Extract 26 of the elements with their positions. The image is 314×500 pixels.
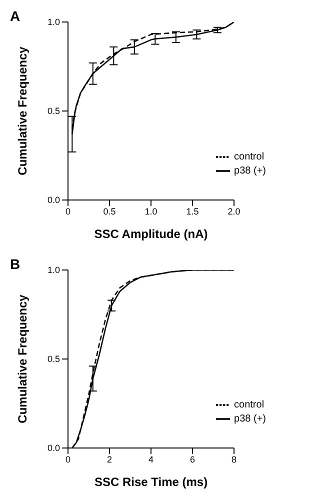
y-tick-label: 0.5 xyxy=(47,354,60,364)
y-tick-label: 0.0 xyxy=(47,195,60,206)
x-axis-title: SSC Amplitude (nA) xyxy=(94,227,208,241)
x-tick-label: 0 xyxy=(65,206,71,216)
x-tick-label: 1.5 xyxy=(186,206,199,216)
y-tick-label: 1.0 xyxy=(47,265,60,276)
x-tick-label: 4 xyxy=(148,454,154,464)
legend-label: control xyxy=(234,152,264,163)
chart-title: A xyxy=(10,8,20,24)
chart-title: B xyxy=(10,256,20,272)
y-axis-title: Cumulative Frequency xyxy=(15,294,30,424)
x-tick-label: 0.5 xyxy=(103,206,116,216)
legend-label: p38 (+) xyxy=(234,414,266,425)
x-tick-label: 2 xyxy=(107,454,112,464)
x-tick-label: 1.0 xyxy=(144,206,158,216)
legend-label: control xyxy=(234,400,264,411)
y-tick-label: 1.0 xyxy=(47,17,60,28)
x-tick-label: 2.0 xyxy=(228,206,240,216)
legend-label: p38 (+) xyxy=(234,166,266,177)
x-tick-label: 0 xyxy=(65,454,71,464)
y-axis-title: Cumulative Frequency xyxy=(15,46,30,176)
y-tick-label: 0.0 xyxy=(47,443,60,454)
x-tick-label: 8 xyxy=(232,454,237,464)
y-tick-label: 0.5 xyxy=(47,106,60,116)
x-axis-title: SSC Rise Time (ms) xyxy=(94,475,208,489)
x-tick-label: 6 xyxy=(190,454,196,464)
